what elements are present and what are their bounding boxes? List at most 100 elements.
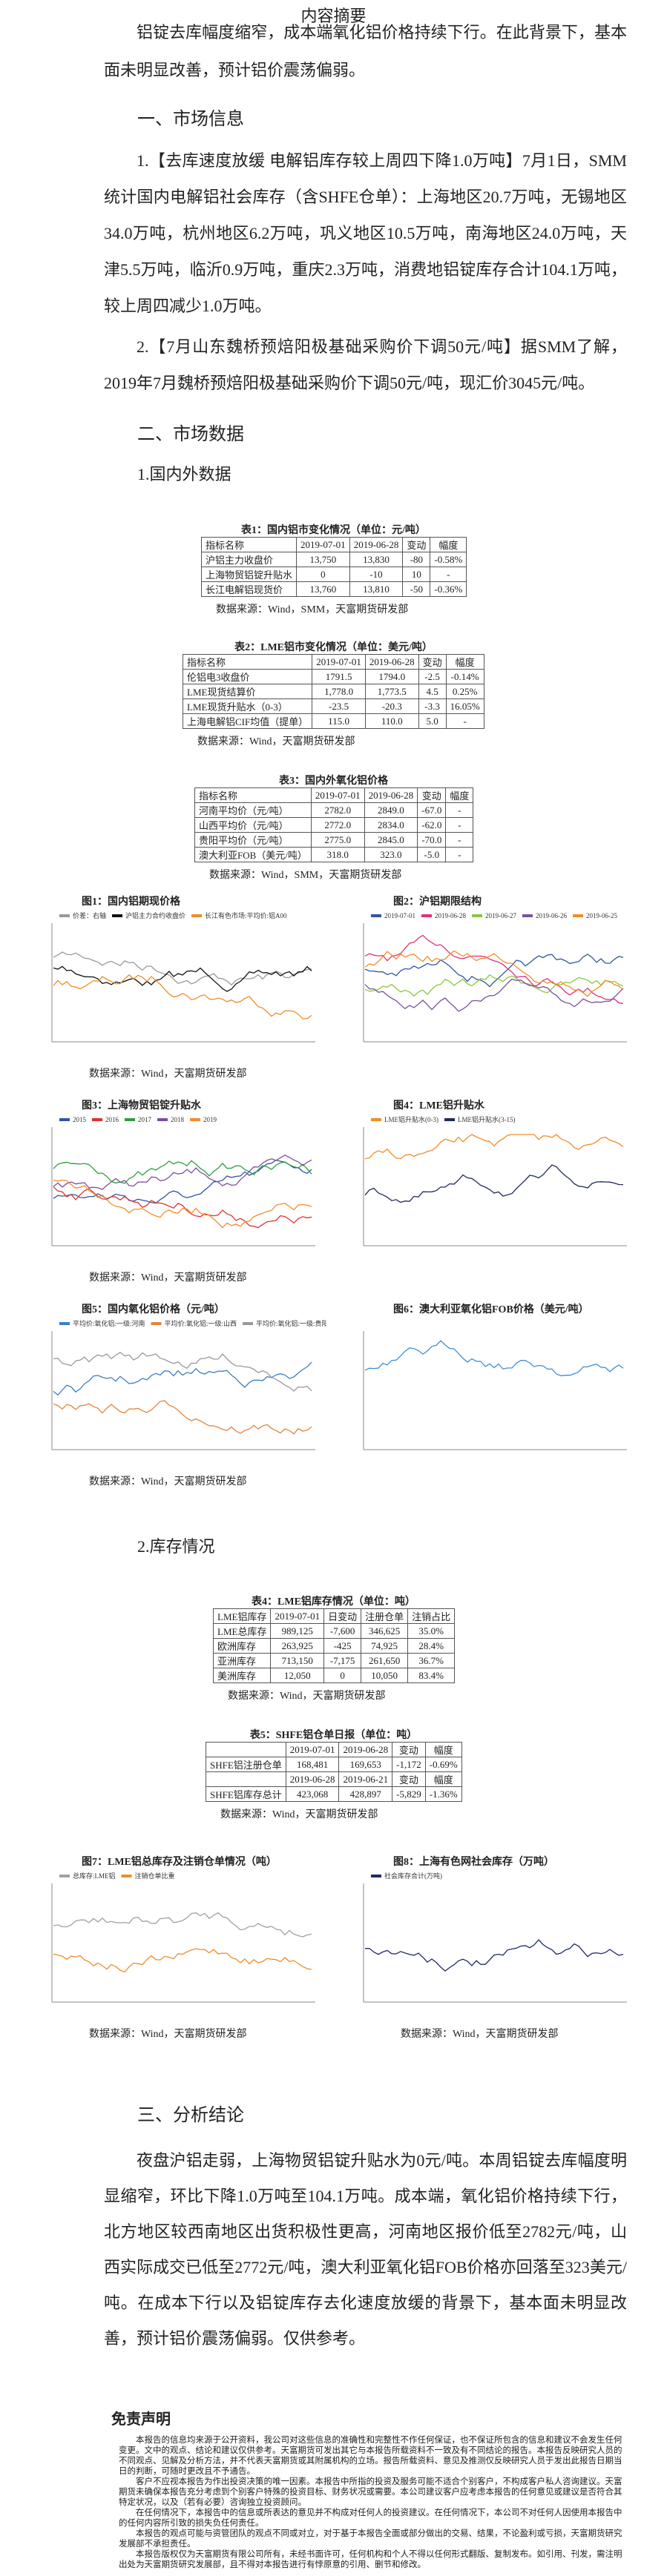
table-cell: -0.36%: [430, 581, 467, 597]
table-cell: 变动: [392, 1742, 426, 1757]
table-row: LME总库存 989,125 -7,600 346,625 35.0%: [212, 1623, 456, 1639]
table-cell: -67.0: [417, 802, 447, 818]
table-source: 数据来源：Wind，SMM，天富期货研发部: [216, 604, 409, 615]
table-row: 上海物贸铝锭升贴水 0 -10 10-: [200, 567, 467, 582]
info-item: 1.【去库速度放缓 电解铝库存较上周四下降1.0万吨】7月1日，SMM统计国内电…: [104, 151, 627, 315]
legend-swatch: [92, 1118, 102, 1121]
table-row: 2019-07-01 2019-06-28 变动 幅度: [206, 1742, 462, 1757]
table-cell: LME现货结算价: [182, 684, 313, 699]
table-cell: 318.0: [310, 847, 365, 862]
table-row: 山西平均价（元/吨） 2772.0 2834.0 -62.0-: [194, 817, 474, 833]
table-cell: 2019-06-28: [364, 787, 418, 803]
page-title: 内容摘要: [300, 7, 367, 25]
table-cell: SHFE铝注册仓单: [206, 1757, 286, 1772]
table-cell: 168,481: [285, 1757, 340, 1772]
table-cell: 2019-06-21: [338, 1771, 393, 1787]
chart-line: [53, 951, 312, 986]
section-heading: 一、市场信息: [137, 110, 244, 129]
table-row: 河南平均价（元/吨） 2782.0 2849.0 -67.0-: [194, 802, 474, 818]
table-cell: 83.4%: [407, 1668, 456, 1683]
legend-swatch: [191, 914, 203, 917]
disclaimer-paragraph: 在任何情况下，本报告中的信息或所表达的意见并不构成对任何人的投资建议。在任何情况…: [119, 2509, 622, 2528]
table-cell: 1791.5: [312, 669, 366, 684]
legend-label: 平均价:氧化铝:一级:贵阳: [256, 1319, 326, 1327]
legend-label: 2019-06-27: [485, 912, 516, 919]
chart-line: [364, 1164, 624, 1203]
section-heading: 二、市场数据: [137, 425, 244, 444]
chart-image: 平均价:氧化铝:一级:河南 平均价:氧化铝:一级:山西 平均价:氧化铝:一级:贵阳: [51, 1319, 326, 1450]
table-cell: 2019-07-01: [296, 537, 350, 552]
table-cell: -5.0: [417, 847, 447, 862]
legend-swatch: [573, 914, 583, 917]
figure-source: 数据来源：Wind，天富期货研发部: [401, 2029, 559, 2040]
table-cell: 2782.0: [310, 802, 365, 818]
data-table: 指标名称 2019-07-01 2019-06-28 变动 幅度 河南平均价（元/吨） 27…: [194, 787, 474, 862]
chart-line: [53, 1948, 312, 1973]
table-cell: 2019-07-01: [285, 1742, 340, 1757]
legend-label: LME铝升贴水(3-15): [458, 1115, 516, 1123]
table-cell: 山西平均价（元/吨）: [194, 817, 312, 833]
disclaimer: 本报告的信息均来源于公开资料，我公司对这些信息的准确性和完整性不作任何保证，也不…: [119, 2435, 623, 2570]
table-source: 数据来源：Wind，天富期货研发部: [197, 736, 355, 747]
table-cell: 注册仓单: [361, 1608, 409, 1624]
table-title: 表4：LME铝库存情况（单位：吨）: [252, 1596, 415, 1608]
table-cell: 28.4%: [407, 1638, 456, 1654]
table-row: SHFE铝库存总计 423,068 428,897 -5,829 -1.36%: [206, 1786, 462, 1802]
figure-title: 图1：国内铝期现价格: [82, 896, 180, 908]
legend-swatch: [125, 1118, 135, 1121]
table-cell: -80: [402, 552, 431, 567]
table-cell: 指标名称: [182, 654, 313, 670]
table-cell: 指标名称: [200, 537, 298, 552]
table-row: LME铝库存 2019-07-01 日变动 注册仓单 注销占比: [212, 1608, 456, 1624]
legend-swatch: [444, 1118, 455, 1121]
data-table: 指标名称 2019-07-01 2019-06-28 变动 幅度 沪铝主力收盘价 13,75…: [200, 537, 467, 597]
table-cell: 1794.0: [364, 669, 419, 684]
table-cell: 423,068: [285, 1786, 340, 1802]
table-cell: 36.7%: [407, 1653, 456, 1668]
section-heading: 三、分析结论: [137, 2106, 244, 2125]
table-cell: 12,050: [270, 1668, 325, 1683]
sub-heading: 2.库存情况: [137, 1537, 215, 1556]
table-cell: 2019-07-01: [310, 787, 365, 803]
table-cell: 2019-07-01: [270, 1608, 325, 1624]
table-cell: 澳大利亚FOB（美元/吨）: [194, 847, 312, 862]
legend-swatch: [522, 914, 533, 917]
table-cell: 0: [296, 567, 350, 582]
table-cell: -0.14%: [445, 669, 484, 684]
table-cell: 323.0: [364, 847, 418, 862]
table-cell: -7,175: [323, 1653, 362, 1668]
table-cell: -: [445, 802, 474, 818]
table-cell: 263,925: [270, 1638, 325, 1654]
table-row: 沪铝主力收盘价 13,750 13,830 -80 -0.58%: [200, 552, 467, 567]
table-cell: 10: [402, 567, 431, 582]
figure-title: 图2：沪铝期限结构: [393, 896, 482, 908]
table-cell: 变动: [392, 1771, 426, 1787]
legend-swatch: [243, 1322, 254, 1325]
table-cell: [206, 1742, 286, 1757]
table-cell: -0.69%: [424, 1757, 462, 1772]
table-cell: LME现货升贴水（0-3）: [182, 699, 313, 714]
table-cell: -10: [349, 567, 404, 582]
chart-line: [53, 1160, 312, 1184]
figure-source: 数据来源：Wind，天富期货研发部: [89, 1272, 247, 1284]
legend-swatch: [59, 914, 70, 917]
disclaimer-paragraph: 客户不应视本报告为作出投资决策的唯一因素。本报告中所指的投资及服务可能不适合个别…: [119, 2477, 622, 2507]
table-row: 长江电解铝现货价 13,760 13,810 -50 -0.36%: [200, 581, 467, 597]
table-cell: 261,650: [361, 1653, 409, 1668]
legend-swatch: [112, 914, 123, 917]
figure-title: 图6：澳大利亚氧化铝FOB价格（美元/吨）: [393, 1304, 589, 1315]
legend-label: 长江有色市场:平均价:铝A00: [205, 911, 287, 919]
chart-image: 总库存:LME铝 注销仓单比重: [51, 1872, 315, 2003]
table-cell: LME铝库存: [212, 1608, 272, 1624]
table-cell: -1.36%: [424, 1786, 462, 1802]
table-row: 贵阳平均价（元/吨） 2775.0 2845.0 -70.0-: [194, 832, 474, 848]
summary: 铝锭去库幅度缩窄，成本端氧化铝价格持续下行。在此背景下，基本面未明显改善，预计铝…: [104, 23, 627, 79]
table-cell: -425: [323, 1638, 362, 1654]
legend-swatch: [157, 1118, 168, 1121]
chart-image: 社会库存合计(万吨): [363, 1872, 627, 2003]
table-cell: -2.5: [418, 669, 447, 684]
table-cell: 幅度: [445, 787, 474, 803]
chart-line: [53, 1179, 312, 1229]
legend-label: 2017: [138, 1116, 152, 1123]
